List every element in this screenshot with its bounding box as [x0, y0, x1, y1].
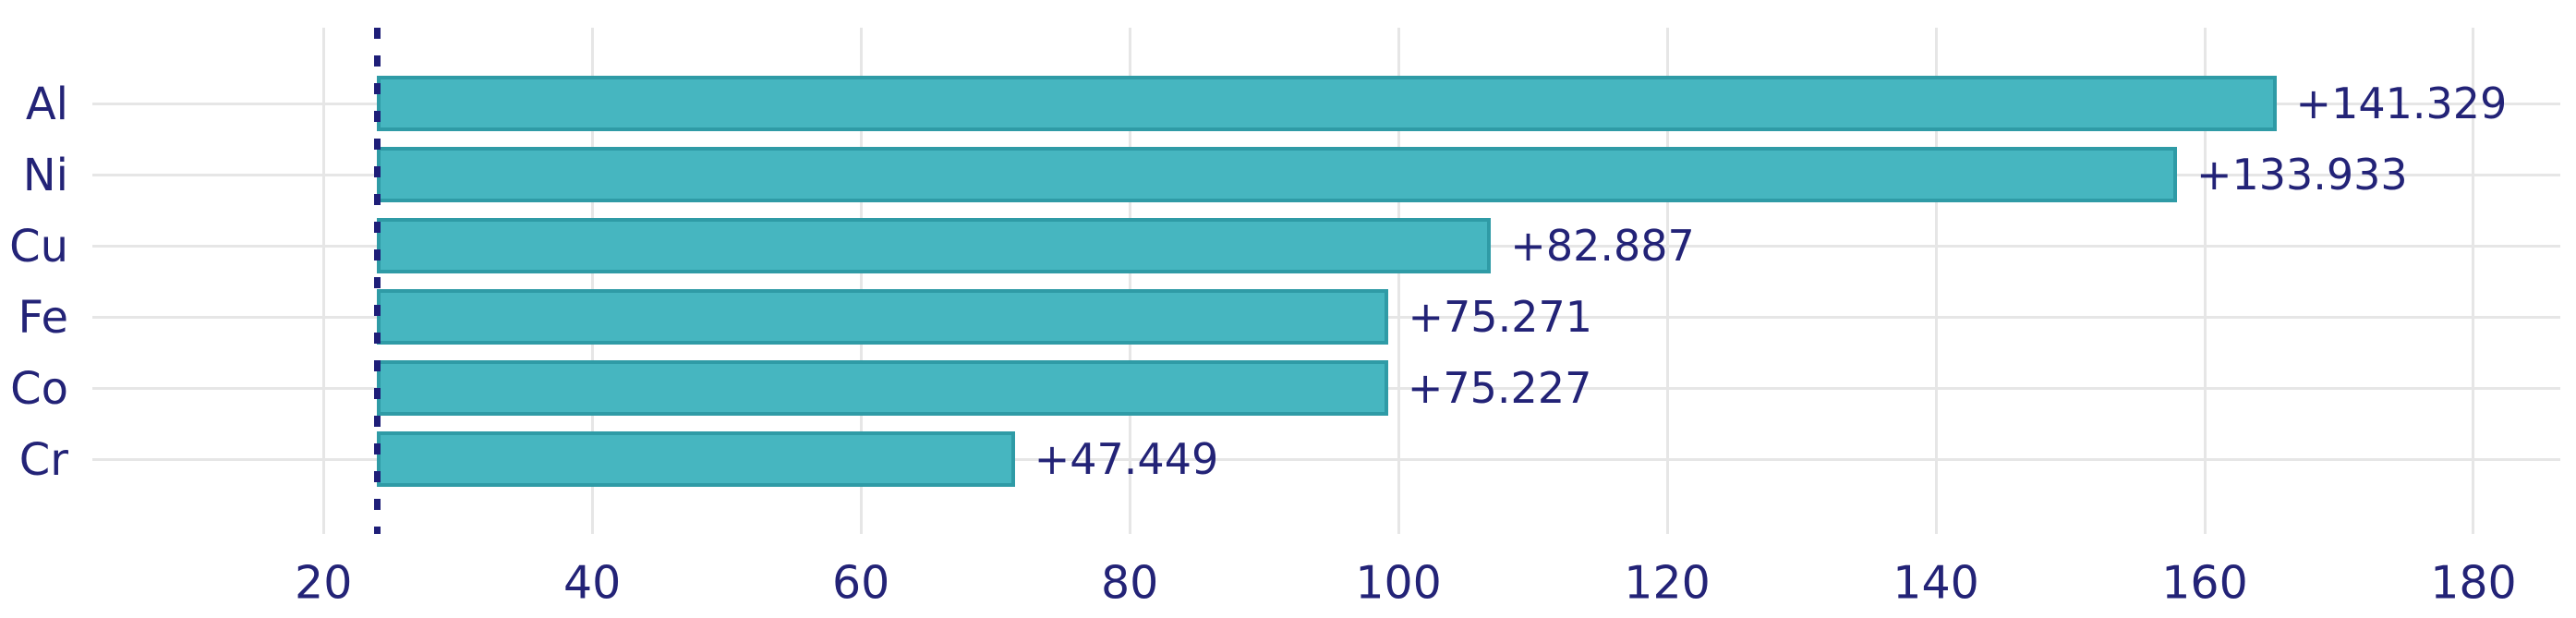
x-tick-label: 80 [1100, 556, 1159, 610]
bar-value-label: +141.329 [2295, 79, 2508, 128]
category-label: Ni [22, 150, 68, 201]
grid-line-horizontal [92, 458, 2560, 461]
bar [377, 218, 1492, 273]
bar [377, 431, 1015, 487]
grid-line-vertical [1128, 28, 1131, 534]
category-label: Al [25, 79, 68, 130]
grid-line-vertical [321, 28, 325, 534]
grid-line-vertical [859, 28, 863, 534]
bar [377, 147, 2177, 202]
bar [377, 360, 1388, 416]
grid-line-vertical [1665, 28, 1669, 534]
grid-line-vertical [2472, 28, 2475, 534]
bar-value-label: +75.227 [1407, 363, 1592, 413]
grid-line-vertical [590, 28, 594, 534]
x-tick-label: 40 [563, 556, 622, 610]
x-tick-label: 100 [1355, 556, 1442, 610]
x-tick-label: 120 [1624, 556, 1711, 610]
grid-line-vertical [1397, 28, 1400, 534]
bar-value-label: +47.449 [1034, 434, 1219, 484]
category-label: Fe [18, 292, 68, 344]
grid-line-vertical [1934, 28, 1938, 534]
x-tick-label: 160 [2161, 556, 2248, 610]
baseline-dashed-line [373, 28, 381, 534]
category-label: Cu [9, 221, 68, 273]
x-tick-label: 180 [2430, 556, 2517, 610]
x-tick-label: 60 [831, 556, 890, 610]
bar-value-label: +75.271 [1408, 292, 1593, 342]
grid-line-vertical [2203, 28, 2207, 534]
bar [377, 76, 2277, 131]
bar [377, 289, 1389, 345]
category-label: Co [10, 363, 68, 415]
category-label: Cr [18, 434, 68, 486]
x-tick-label: 140 [1893, 556, 1979, 610]
x-tick-label: 20 [295, 556, 353, 610]
bar-value-label: +133.933 [2195, 150, 2408, 200]
bar-value-label: +82.887 [1510, 221, 1695, 271]
